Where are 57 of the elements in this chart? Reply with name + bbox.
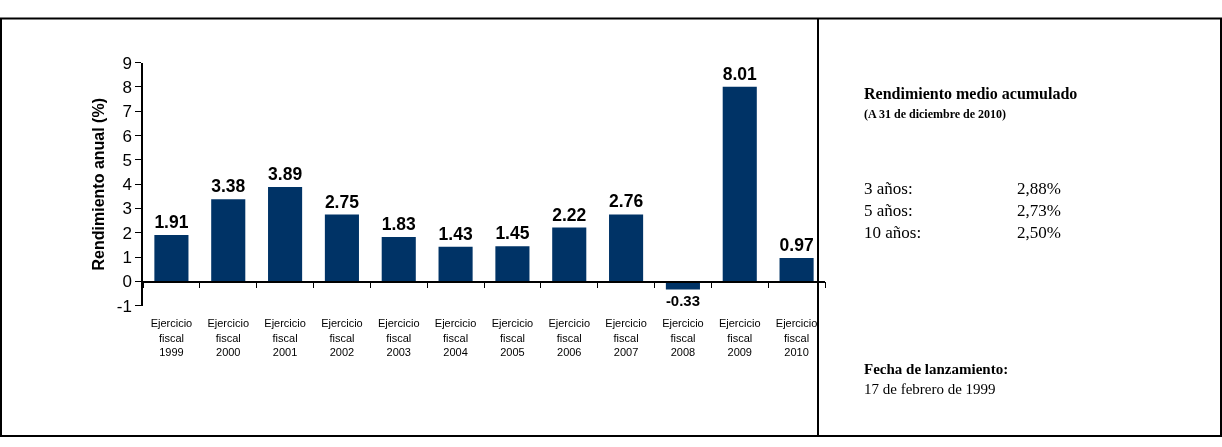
y-axis-title: Rendimiento anual (%): [90, 97, 108, 271]
data-label: 1.45: [495, 223, 530, 244]
x-tick-label: Ejercicio fiscal 2008: [662, 317, 704, 359]
bar: [495, 246, 530, 282]
bar: [438, 246, 473, 282]
data-label: -0.33: [665, 291, 700, 309]
y-tick-label: -1: [116, 296, 132, 316]
y-tick-label: 5: [122, 150, 132, 170]
text: 3 años:: [864, 179, 913, 198]
text: (A 31 de diciembre de 2010): [864, 107, 1007, 121]
y-tick-label: 8: [122, 77, 132, 97]
bar: [722, 86, 757, 282]
data-label: 3.38: [211, 176, 246, 197]
data-label: 2.76: [609, 191, 644, 212]
text: Rendimiento medio acumulado: [864, 85, 1078, 102]
y-tick-label: 9: [122, 53, 132, 73]
y-tick-label: 4: [122, 175, 132, 195]
x-tick-label: Ejercicio fiscal 2009: [718, 317, 761, 359]
x-tick-label: Ejercicio fiscal 2010: [775, 317, 818, 359]
bar: [552, 227, 587, 282]
bar: [381, 237, 416, 282]
bar: [779, 257, 814, 282]
text: 5 años:: [864, 201, 913, 220]
x-tick-label: Ejercicio fiscal 2005: [491, 317, 534, 359]
x-tick-label: Ejercicio fiscal 2006: [548, 317, 591, 359]
x-tick-label: Ejercicio fiscal 2000: [207, 317, 250, 359]
x-tick-label: Ejercicio fiscal 1999: [150, 317, 193, 359]
text: 2,50%: [1017, 223, 1061, 242]
y-tick-label: 7: [122, 102, 132, 122]
text: Fecha de lanzamiento:: [864, 361, 1009, 377]
y-tick-label: 0: [122, 272, 132, 292]
y-tick-label: 2: [122, 223, 132, 243]
y-tick-label: 3: [122, 199, 132, 219]
data-label: 3.89: [268, 164, 303, 185]
x-tick-label: Ejercicio fiscal 2003: [377, 317, 420, 359]
y-tick-label: 6: [122, 126, 132, 146]
x-tick-label: Ejercicio fiscal 2007: [605, 317, 647, 359]
x-tick-label: Ejercicio fiscal 2002: [321, 317, 363, 359]
text: 17 de febrero de 1999: [864, 381, 996, 397]
bar: [154, 235, 189, 282]
bar: [609, 214, 644, 282]
data-label: 1.91: [154, 212, 189, 233]
text: 2,88%: [1017, 179, 1061, 198]
x-tick-label: Ejercicio fiscal 2001: [264, 317, 306, 359]
data-label: 8.01: [722, 63, 758, 84]
bar: [268, 186, 303, 282]
bar: [324, 214, 359, 282]
x-tick-label: Ejercicio fiscal 2004: [434, 317, 477, 359]
data-label: 0.97: [779, 235, 814, 256]
text: 10 años:: [864, 223, 922, 242]
bar: [211, 199, 246, 282]
data-label: 2.22: [552, 204, 587, 225]
text: 2,73%: [1017, 201, 1061, 220]
data-label: 1.83: [381, 214, 417, 235]
data-label: 1.43: [438, 223, 473, 244]
data-label: 2.75: [324, 191, 360, 212]
y-tick-label: 1: [122, 248, 132, 268]
